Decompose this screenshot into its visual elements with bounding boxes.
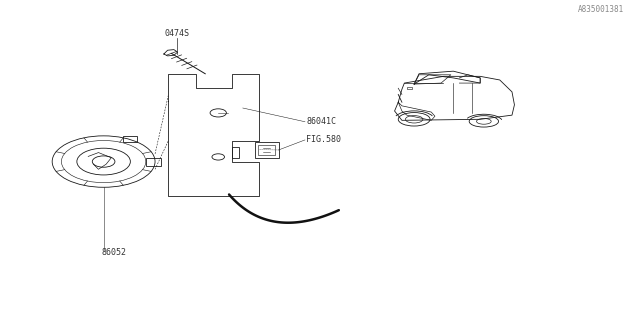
Text: 0474S: 0474S xyxy=(164,29,189,38)
Text: 86041C: 86041C xyxy=(306,117,336,126)
Bar xyxy=(407,87,412,89)
Bar xyxy=(146,158,161,166)
Bar xyxy=(123,136,137,142)
Bar xyxy=(232,147,239,158)
Text: FIG.580: FIG.580 xyxy=(306,135,341,144)
Bar xyxy=(259,145,275,155)
Text: 86052: 86052 xyxy=(102,248,127,257)
Text: A835001381: A835001381 xyxy=(578,5,624,14)
Bar xyxy=(255,142,278,158)
